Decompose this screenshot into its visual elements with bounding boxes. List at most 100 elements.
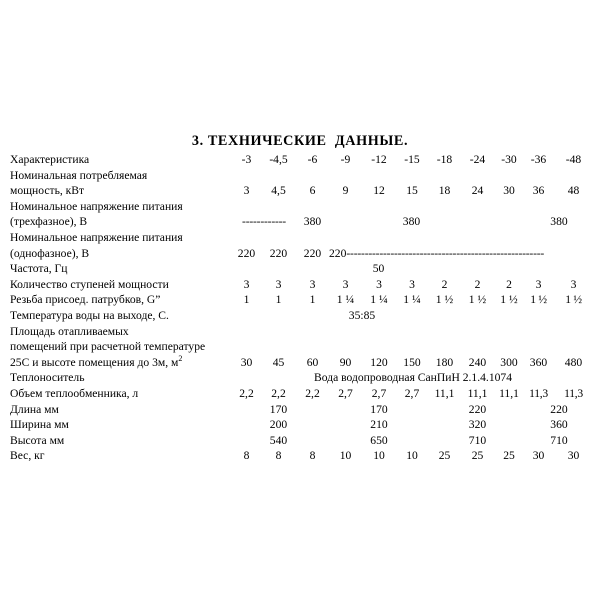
spacer-cell [396,402,461,418]
cell-value: 360 [550,418,568,432]
cell-value: 3 [535,277,542,291]
table-row: (однофазное), В 220 220 220 220---------… [10,246,594,262]
cell-value: 25 [471,449,484,463]
cell-value: 10 [406,449,418,463]
row-label-line: Номинальное напряжение питания [10,230,183,244]
table-row: Теплоноситель Вода водопроводная СанПиН … [10,370,594,386]
cell-value: 3 [409,277,415,291]
spacer-cell [232,417,261,433]
table-row: Ширина мм 200 210 320 360 [10,417,594,433]
spacer-cell [428,308,594,324]
cell-value: 540 [269,433,288,447]
cell-value: 50 [372,262,385,276]
cell-value: 11,1 [499,386,519,400]
row-label-line: Номинальное напряжение питания [10,199,183,213]
table-row: Длина мм 170 170 220 220 [10,402,594,418]
spacer-cell [232,339,594,355]
cell-value: 3 [376,277,382,291]
model-header: -12 [371,153,387,166]
row-label: Объем теплообменника, л [10,386,139,400]
cell-value: Вода водопроводная СанПиН 2.1.4.1074 [313,371,513,385]
spacer-cell [494,433,524,449]
cell-value: 220 [303,246,322,260]
spacer-cell [494,417,524,433]
model-header: -18 [436,153,453,166]
cell-value: 10 [339,449,352,463]
superscript-unit: 2 [178,353,183,363]
cell-value: 1 ¼ [403,293,421,307]
spacer-cell [232,261,329,277]
model-header: -6 [307,153,318,166]
cell-value: 3 [275,277,282,291]
table-row: Температура воды на выходе, С. 35:85 [10,308,594,324]
cell-value: 30 [240,355,253,369]
cell-value: 8 [309,449,316,463]
cell-value: 170 [269,402,288,416]
cell-value: 210 [370,418,388,432]
cell-value: 48 [567,184,580,198]
cell-value: 6 [309,184,316,198]
cell-value: 30 [503,184,515,198]
cell-value: 45 [272,355,285,369]
model-header: -48 [565,153,582,166]
spacer-cell [232,199,594,215]
technical-data-table: Характеристика -3 -4,5 -6 -9 -12 -15 -18… [10,152,594,464]
cell-value: 150 [403,355,421,369]
cell-value: 380 [550,215,568,229]
spacer-cell [232,324,594,340]
cell-value: 11,3 [529,386,548,400]
cell-value: 180 [435,355,454,369]
row-label: Резьба присоед. патрубков, G” [10,293,161,307]
model-header: -3 [241,153,252,166]
cell-value: 1 [275,293,282,307]
cell-value: 380 [303,215,322,229]
row-label: 25С и высоте помещения до 3м, м2 [10,353,232,371]
row-label: Ширина мм [10,418,69,432]
cell-value: 3 [570,277,577,291]
row-label-line: помещений при расчетной температуре [10,340,206,354]
cell-value: 1 ½ [530,293,547,307]
cell-value: 710 [550,433,568,447]
row-label: Количество ступеней мощности [10,277,169,291]
cell-value: 8 [243,449,250,463]
cell-value: 1 ¼ [370,293,388,307]
cell-value: 120 [370,355,388,369]
spacer-cell [232,402,261,418]
cell-value: 360 [529,355,548,369]
cell-value: 2,7 [404,386,420,400]
page-title: 3. ТЕХНИЧЕСКИЕ ДАННЫЕ. [191,133,409,149]
table-row: Номинальное напряжение питания [10,230,594,246]
spacer-cell [232,308,296,324]
cell-value: 2,2 [271,386,286,400]
cell-value: 2,7 [371,386,387,400]
row-label: мощность, кВт [10,184,85,198]
cell-value: 220 [329,246,347,260]
row-label: Теплоноситель [10,371,85,385]
cell-value: 35:85 [348,308,376,322]
cell-value: 3 [243,277,250,291]
cell-value: 3 [342,277,349,291]
cell-value: 25 [503,449,515,463]
table-row: (трехфазное), В ------------ 380 380 380 [10,214,594,230]
cell-value: 710 [468,433,487,447]
cell-value: 1 ½ [468,293,487,307]
cell-value: 15 [406,184,418,198]
cell-value: 11,3 [564,386,583,400]
cell-value: 24 [471,184,484,198]
row-label: Температура воды на выходе, С. [10,308,169,322]
spacer-cell [296,433,362,449]
table-row: Частота, Гц 50 [10,261,594,277]
cell-value: 4,5 [271,184,286,198]
row-label-text: 25С и высоте помещения до 3м, м [10,355,179,369]
cell-value: 480 [564,355,583,369]
table-row: Количество ступеней мощности 3 3 3 3 3 3… [10,277,594,293]
cell-value: 60 [306,355,319,369]
model-header: -15 [404,153,420,166]
cell-value: 10 [373,449,385,463]
cell-value: 3 [243,184,250,198]
model-header: -9 [340,153,351,166]
row-label: (трехфазное), В [10,215,88,229]
cell-value: 200 [269,418,288,432]
table-row: помещений при расчетной температуре [10,339,594,355]
spacer-cell [396,433,461,449]
